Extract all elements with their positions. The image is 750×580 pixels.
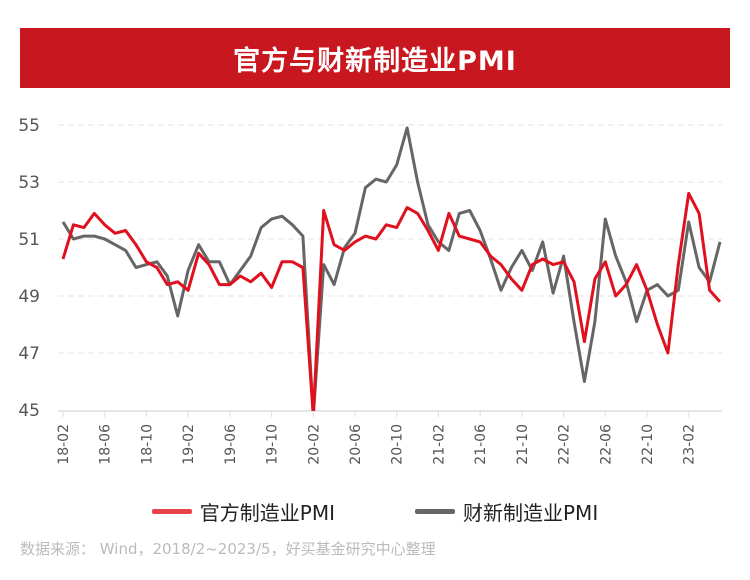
x-tick-label: 21-02 xyxy=(431,424,447,465)
legend-label: 财新制造业PMI xyxy=(463,501,599,525)
y-tick-label: 45 xyxy=(18,401,40,421)
x-tick-label: 18-06 xyxy=(98,424,114,465)
line-chart: 45 47 49 51 53 55 18-02 18-06 18-10 19-02 19-06 19… xyxy=(18,116,722,465)
source-note: 数据来源： Wind，2018/2~2023/5，好买基金研究中心整理 xyxy=(20,540,436,558)
x-tick-label: 18-02 xyxy=(56,424,72,465)
x-tick-label: 23-02 xyxy=(682,424,698,465)
x-tick-label: 19-10 xyxy=(265,424,281,465)
x-tick-label: 20-06 xyxy=(348,424,364,465)
y-tick-label: 49 xyxy=(18,287,40,307)
x-tick-label: 20-02 xyxy=(306,424,322,465)
x-tick-label: 22-06 xyxy=(598,424,614,465)
title-bar: 官方与财新制造业PMI xyxy=(20,28,730,88)
legend-label: 官方制造业PMI xyxy=(199,501,335,525)
legend: 官方制造业PMI 财新制造业PMI xyxy=(0,497,750,526)
y-tick-label: 53 xyxy=(18,173,40,193)
series-line-official xyxy=(61,191,722,411)
y-tick-label: 51 xyxy=(18,230,40,250)
x-tick-label: 18-10 xyxy=(139,424,155,465)
x-tick-label: 19-02 xyxy=(181,424,197,465)
x-tick-label: 21-06 xyxy=(473,424,489,465)
legend-item-caixin: 财新制造业PMI xyxy=(415,497,598,526)
x-tick-label: 20-10 xyxy=(390,424,406,465)
series-line-caixin xyxy=(61,126,722,411)
legend-swatch-caixin xyxy=(415,509,455,514)
y-tick-label: 47 xyxy=(18,344,40,364)
x-tick-label: 21-10 xyxy=(515,424,531,465)
legend-item-official: 官方制造业PMI xyxy=(151,497,335,526)
legend-swatch-official xyxy=(151,509,192,514)
y-tick-label: 55 xyxy=(18,116,40,136)
x-tick-label: 19-06 xyxy=(223,424,239,465)
chart-title: 官方与财新制造业PMI xyxy=(233,45,517,77)
x-tick-label: 22-02 xyxy=(557,424,573,465)
x-tick-label: 22-10 xyxy=(640,424,656,465)
